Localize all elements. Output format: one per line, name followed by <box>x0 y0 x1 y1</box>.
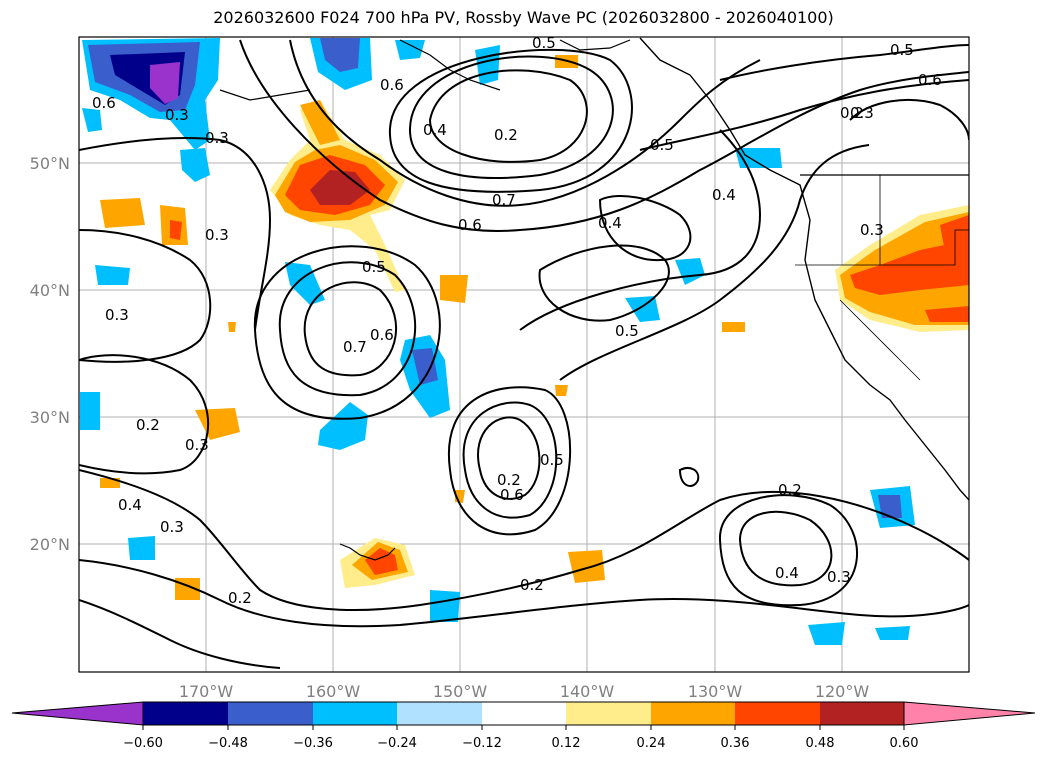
contour-label: 0.2 <box>520 576 544 594</box>
contour-label: 0.2 <box>840 104 864 122</box>
colorbar-segment <box>820 702 904 725</box>
contour-label: 0.6 <box>370 326 394 344</box>
contour-label: 0.5 <box>890 41 914 59</box>
colorbar-segment <box>143 702 228 725</box>
contour-label: 0.4 <box>118 496 142 514</box>
pv-contours <box>79 39 969 669</box>
colorbar-label: 0.60 <box>890 736 919 751</box>
contour-label: 0.3 <box>185 436 209 454</box>
contour-labels: 0.3 0.5 0.6 0.6 0.2 0.3 0.4 0.5 0.3 0.6 … <box>92 34 942 607</box>
pv-anomaly-fills <box>80 38 969 645</box>
contour-label: 0.2 <box>778 481 802 499</box>
colorbar-label: 0.48 <box>806 736 835 751</box>
map-title: 2026032600 F024 700 hPa PV, Rossby Wave … <box>213 8 834 27</box>
contour-label: 0.2 <box>136 416 160 434</box>
contour-label: 0.2 <box>497 471 521 489</box>
colorbar-label: −0.60 <box>123 736 163 751</box>
contour-label: 0.7 <box>492 191 516 209</box>
contour-label: 0.3 <box>205 226 229 244</box>
contour-label: 0.4 <box>598 214 622 232</box>
contour-label: 0.2 <box>228 589 252 607</box>
lon-label-130w: 130°W <box>688 682 743 701</box>
colorbar-extend-high <box>903 701 1036 726</box>
longitude-labels: 170°W 160°W 150°W 140°W 130°W 120°W <box>179 682 870 701</box>
contour-label: 0.6 <box>500 486 524 504</box>
contour-label: 0.6 <box>380 76 404 94</box>
colorbar-label: −0.36 <box>293 736 333 751</box>
contour-label: 0.6 <box>458 216 482 234</box>
colorbar-label: 0.24 <box>637 736 666 751</box>
colorbar-extend-low <box>11 701 144 726</box>
lon-label-170w: 170°W <box>179 682 234 701</box>
contour-label: 0.7 <box>343 338 367 356</box>
lat-label-20: 20°N <box>30 535 70 554</box>
lon-label-160w: 160°W <box>306 682 361 701</box>
contour-label: 0.6 <box>918 71 942 89</box>
colorbar-segment <box>397 702 482 725</box>
lat-label-50: 50°N <box>30 154 70 173</box>
colorbar-label: 0.36 <box>721 736 750 751</box>
coastlines <box>219 37 969 561</box>
contour-label: 0.4 <box>712 186 736 204</box>
lon-label-140w: 140°W <box>560 682 615 701</box>
colorbar: −0.60 −0.48 −0.36 −0.24 −0.12 0.12 0.24 … <box>11 701 1036 751</box>
colorbar-segment <box>313 702 397 725</box>
lon-label-150w: 150°W <box>433 682 488 701</box>
contour-label: 0.3 <box>105 306 129 324</box>
contour-label: 0.5 <box>650 136 674 154</box>
contour-label: 0.5 <box>362 258 386 276</box>
colorbar-label: −0.24 <box>377 736 417 751</box>
contour-label: 0.4 <box>423 121 447 139</box>
contour-label: 0.3 <box>205 129 229 147</box>
contour-label: 0.5 <box>540 451 564 469</box>
contour-label: 0.5 <box>532 34 556 52</box>
contour-label: 0.3 <box>860 221 884 239</box>
latitude-labels: 50°N 40°N 30°N 20°N <box>30 154 70 554</box>
colorbar-segment <box>482 702 566 725</box>
contour-label: 0.5 <box>615 322 639 340</box>
contour-label: 0.6 <box>92 94 116 112</box>
map-frame <box>78 36 970 673</box>
lat-label-30: 30°N <box>30 408 70 427</box>
colorbar-label: 0.12 <box>552 736 581 751</box>
contour-label: 0.4 <box>775 564 799 582</box>
colorbar-segment <box>228 702 313 725</box>
colorbar-segment <box>566 702 651 725</box>
colorbar-label: −0.12 <box>462 736 502 751</box>
contour-label: 0.3 <box>160 518 184 536</box>
colorbar-segment <box>651 702 735 725</box>
lat-label-40: 40°N <box>30 281 70 300</box>
colorbar-segment <box>735 702 820 725</box>
contour-label: 0.3 <box>850 104 874 122</box>
colorbar-label: −0.48 <box>208 736 248 751</box>
contour-label: 0.2 <box>494 126 518 144</box>
lon-label-120w: 120°W <box>815 682 870 701</box>
contour-label: 0.3 <box>827 568 851 586</box>
contour-label: 0.3 <box>165 106 189 124</box>
